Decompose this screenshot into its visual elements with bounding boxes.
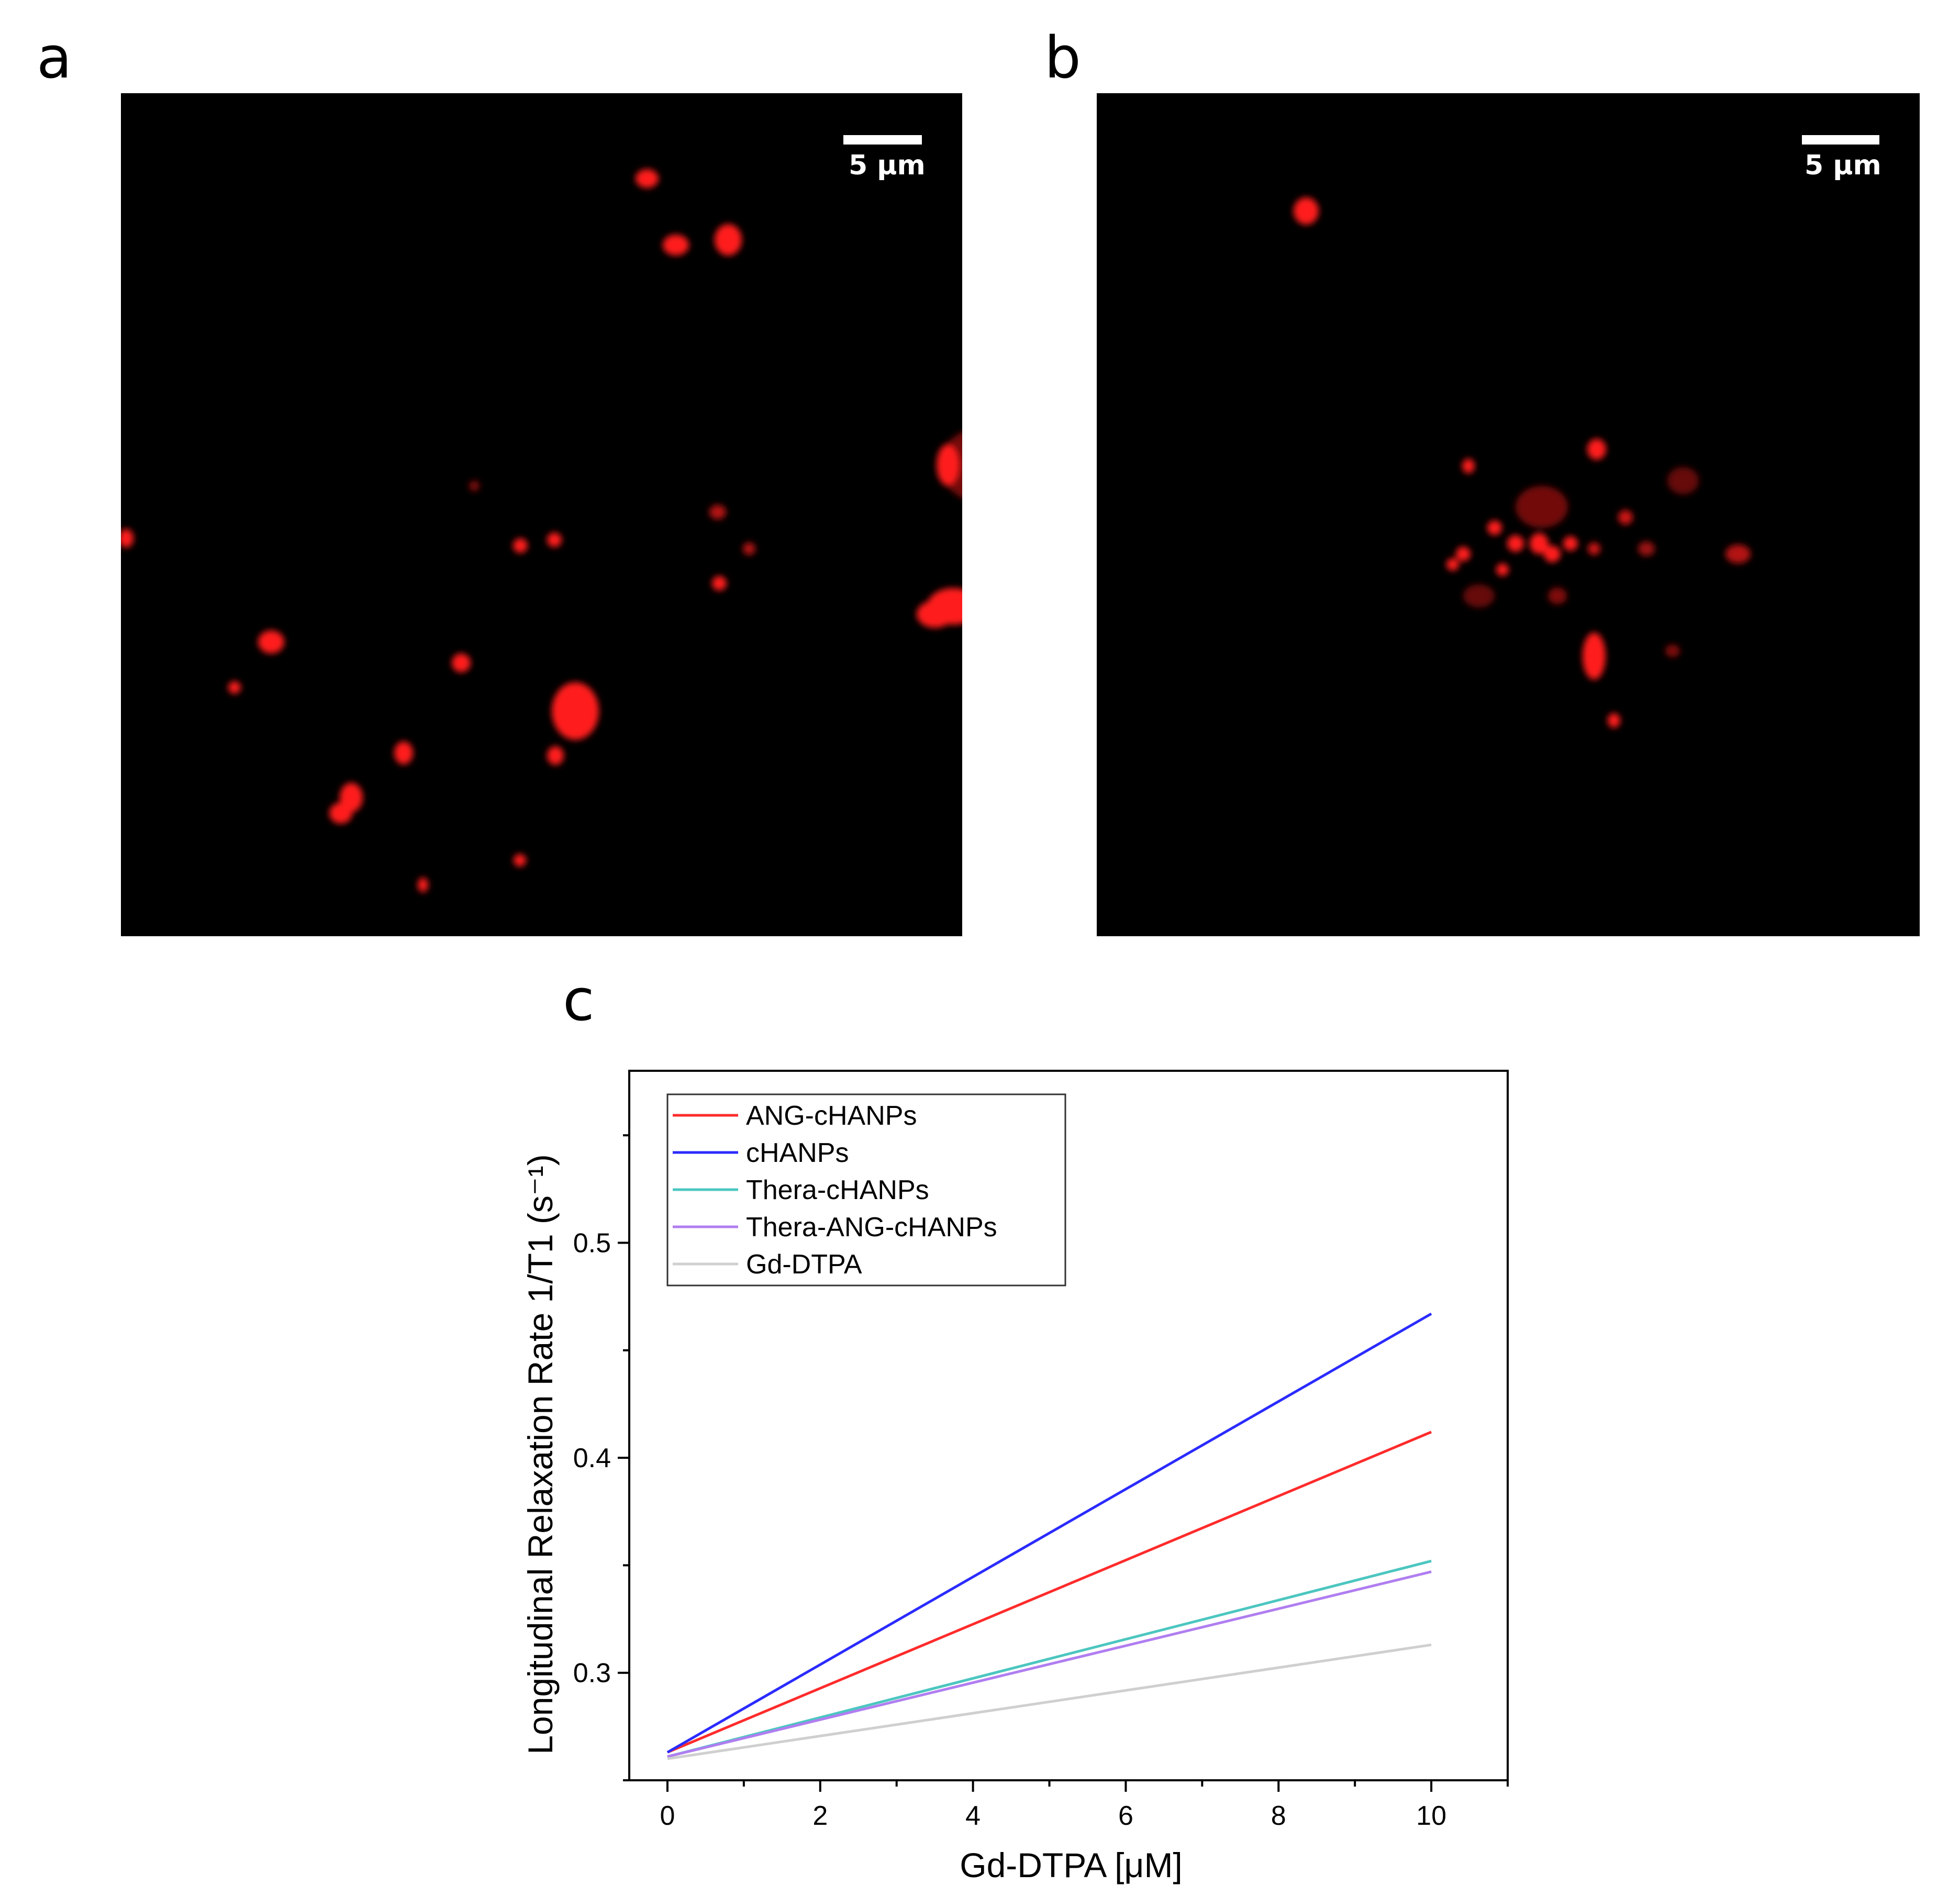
- series-line: [667, 1570, 1432, 1758]
- panel-c-label: c: [563, 967, 595, 1034]
- micrograph-b-spots: [1294, 197, 1751, 728]
- y-axis-label: Longitudinal Relaxation Rate 1/T1 (s⁻¹): [521, 1154, 560, 1754]
- micrograph-a: 5 μm: [121, 93, 962, 936]
- plot-frame: [628, 1070, 1509, 1781]
- micrograph-a-spots: [121, 169, 962, 892]
- legend-label: Gd-DTPA: [746, 1249, 862, 1280]
- series-line: [667, 1559, 1432, 1758]
- y-tick-label: 0.5: [573, 1228, 611, 1258]
- legend-label: Thera-ANG-cHANPs: [746, 1212, 997, 1243]
- micrograph-b: 5 μm: [1097, 93, 1920, 936]
- scale-label-a: 5 μm: [849, 150, 926, 181]
- relaxation-chart: 0 2 4 6 8 10 0.3 0.4 0.5 Gd-DTPA [μM] Longitudinal…: [521, 1070, 1509, 1884]
- x-tick-label: 2: [812, 1801, 828, 1831]
- x-tick-label: 10: [1416, 1801, 1446, 1831]
- scale-label-b: 5 μm: [1805, 150, 1881, 181]
- series-line: [666, 1312, 1432, 1754]
- panel-b-label: b: [1044, 24, 1081, 91]
- legend-label: Thera-cHANPs: [746, 1175, 929, 1205]
- x-tick-label: 6: [1118, 1801, 1133, 1831]
- x-tick-label: 8: [1271, 1801, 1286, 1831]
- y-tick-label: 0.3: [573, 1658, 611, 1689]
- legend-label: ANG-cHANPs: [746, 1101, 917, 1131]
- x-axis-label: Gd-DTPA [μM]: [960, 1846, 1183, 1884]
- scale-bar-a: [843, 135, 922, 145]
- x-tick-label: 4: [965, 1801, 981, 1831]
- series-line: [667, 1643, 1432, 1760]
- y-tick-label: 0.4: [573, 1443, 611, 1473]
- panel-a-label: a: [37, 24, 72, 91]
- series-line: [666, 1431, 1432, 1754]
- scale-bar-b: [1802, 135, 1879, 145]
- x-tick-label: 0: [660, 1801, 675, 1831]
- legend-label: cHANPs: [746, 1138, 849, 1168]
